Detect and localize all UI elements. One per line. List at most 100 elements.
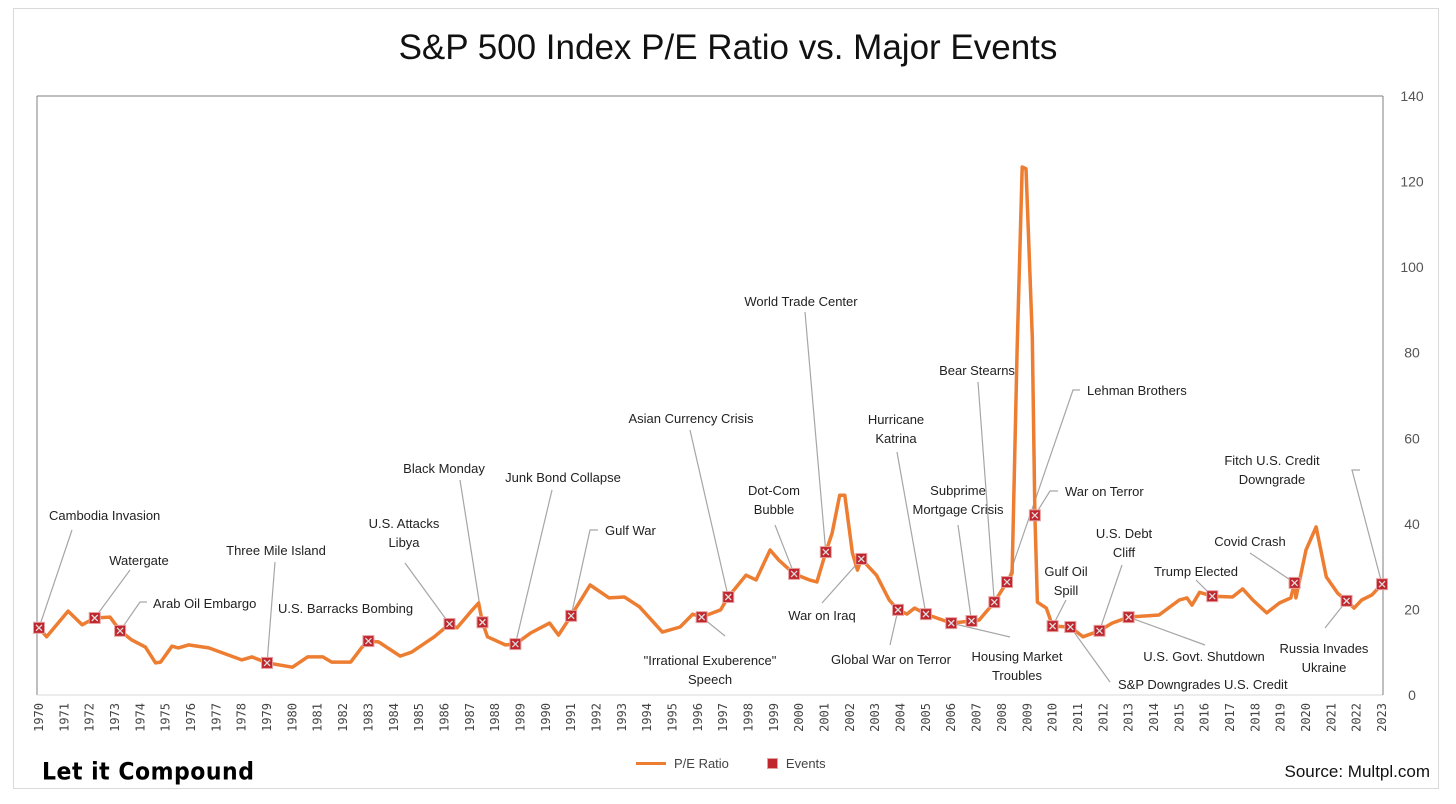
- event-label: U.S. Barracks Bombing: [278, 601, 413, 616]
- event-marker-cross: [990, 598, 998, 606]
- x-tick-label: 1976: [184, 703, 198, 732]
- event-marker-icon: [855, 552, 868, 565]
- event-leader-line: [957, 524, 973, 622]
- event-marker-cross: [35, 624, 43, 632]
- x-tick-label: 2003: [868, 703, 882, 732]
- x-tick-label: 1981: [311, 703, 325, 732]
- x-tick-label: 1982: [336, 703, 350, 732]
- event-leader-line: [570, 529, 598, 616]
- event-leader-line: [1098, 564, 1123, 632]
- x-tick-label: 1972: [83, 703, 97, 732]
- event-marker-icon: [1064, 620, 1077, 633]
- event-leader-line: [1351, 469, 1383, 585]
- x-tick-label: 1974: [133, 703, 147, 732]
- event-marker-icon: [362, 635, 375, 648]
- x-tick-label: 1998: [742, 703, 756, 732]
- x-tick-label: 1970: [32, 703, 46, 732]
- event-marker-cross: [1291, 579, 1299, 587]
- x-tick-label: 1986: [437, 703, 451, 732]
- event-label: Covid Crash: [1214, 534, 1286, 549]
- x-tick-label: 2021: [1324, 703, 1338, 732]
- event-label: Cliff: [1113, 545, 1136, 560]
- event-leader-line: [119, 601, 147, 632]
- event-label: Downgrade: [1239, 472, 1306, 487]
- event-label: Junk Bond Collapse: [505, 470, 621, 485]
- event-label: U.S. Debt: [1096, 526, 1153, 541]
- event-label: Bear Stearns: [939, 363, 1015, 378]
- event-marker-cross: [1049, 622, 1057, 630]
- series-layer: [37, 165, 1384, 669]
- event-label: Housing Market: [971, 649, 1062, 664]
- event-label: Global War on Terror: [831, 652, 952, 667]
- event-label: Three Mile Island: [226, 543, 326, 558]
- y-tick-label: 0: [1408, 687, 1416, 703]
- x-tick-label: 2001: [818, 703, 832, 732]
- event-marker-icon: [988, 596, 1001, 609]
- event-label: Mortgage Crisis: [912, 502, 1004, 517]
- y-tick-label: 40: [1404, 516, 1420, 532]
- y-tick-label: 80: [1404, 345, 1420, 361]
- x-tick-label: 2019: [1274, 703, 1288, 732]
- y-tick-label: 60: [1404, 430, 1420, 446]
- axes: 0 20 40 60 80 100 120 140 1970 1971 1972 1973 1974 19…: [32, 88, 1424, 732]
- event-leader-line: [1069, 626, 1111, 683]
- event-leader-line: [94, 569, 131, 619]
- event-markers: [33, 509, 1389, 669]
- x-tick-label: 1980: [285, 703, 299, 732]
- x-tick-label: 2002: [843, 703, 857, 732]
- event-marker-icon: [476, 616, 489, 629]
- event-label: Lehman Brothers: [1087, 383, 1187, 398]
- x-tick-label: 1979: [260, 703, 274, 732]
- event-label: U.S. Govt. Shutdown: [1143, 649, 1264, 664]
- event-marker-cross: [446, 620, 453, 628]
- event-marker-icon: [1288, 576, 1301, 589]
- x-tick-label: 2009: [1020, 703, 1034, 732]
- x-tick-label: 1984: [387, 703, 401, 732]
- x-tick-label: 2018: [1248, 703, 1262, 732]
- event-marker-icon: [722, 591, 735, 604]
- x-tick-label: 2008: [995, 703, 1009, 732]
- event-marker-cross: [116, 627, 124, 635]
- x-tick-label: 1985: [412, 703, 426, 732]
- event-leader-line: [1034, 490, 1058, 516]
- x-tick-label: 2015: [1172, 703, 1186, 732]
- event-marker-cross: [857, 555, 865, 563]
- event-label: Spill: [1054, 583, 1079, 598]
- event-marker-icon: [1122, 611, 1135, 624]
- x-tick-label: 1999: [767, 703, 781, 732]
- x-tick-label: 1990: [539, 703, 553, 732]
- event-marker-icon: [443, 617, 456, 630]
- event-marker-icon: [945, 617, 958, 630]
- x-tick-label: 2020: [1299, 703, 1313, 732]
- x-tick-label: 2011: [1071, 703, 1085, 732]
- event-label: World Trade Center: [744, 294, 858, 309]
- event-marker-icon: [1340, 594, 1353, 607]
- legend-event-marker-icon: [766, 758, 778, 769]
- x-tick-label: 2014: [1147, 703, 1161, 732]
- x-tick-label: 1975: [159, 703, 173, 732]
- x-tick-label: 1997: [716, 703, 730, 732]
- event-label: Trump Elected: [1154, 564, 1238, 579]
- event-label: Bubble: [754, 502, 794, 517]
- x-tick-label: 2007: [970, 703, 984, 732]
- event-marker-cross: [263, 659, 271, 667]
- x-tick-label: 2005: [919, 703, 933, 732]
- event-label: Russia Invades: [1280, 641, 1369, 656]
- x-tick-label: 2022: [1350, 703, 1364, 732]
- event-marker-cross: [1096, 627, 1103, 635]
- x-tick-label: 1994: [640, 703, 654, 732]
- event-label: Fitch U.S. Credit: [1224, 453, 1320, 468]
- event-marker-cross: [1125, 613, 1133, 621]
- event-labels: Cambodia Invasion Watergate Arab Oil Embar…: [49, 294, 1369, 692]
- y-tick-label: 140: [1400, 88, 1424, 104]
- event-marker-cross: [1378, 580, 1386, 588]
- event-label: Troubles: [992, 668, 1043, 683]
- x-tick-label: 2012: [1096, 703, 1110, 732]
- x-tick-label: 1993: [615, 703, 629, 732]
- event-marker-cross: [894, 606, 902, 614]
- event-marker-cross: [511, 640, 519, 648]
- pe-ratio-line: [37, 165, 1384, 669]
- event-leader-line: [404, 562, 450, 625]
- event-leader-line: [1249, 552, 1295, 584]
- x-tick-label: 2017: [1223, 703, 1237, 732]
